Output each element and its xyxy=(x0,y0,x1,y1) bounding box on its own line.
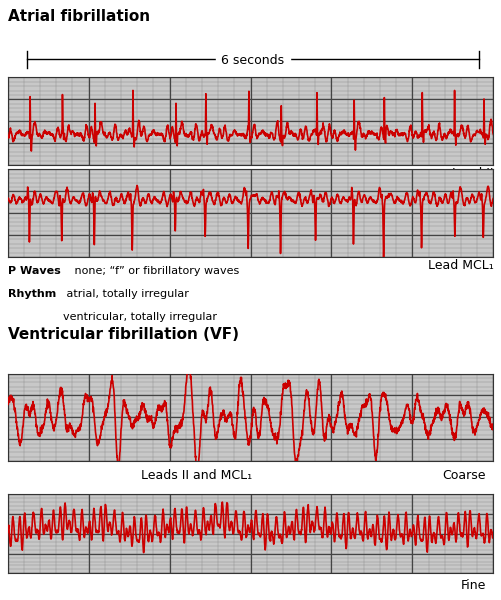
Text: Lead II: Lead II xyxy=(452,167,493,180)
Text: ventricular, totally irregular: ventricular, totally irregular xyxy=(64,311,217,322)
Text: none; “f” or fibrillatory waves: none; “f” or fibrillatory waves xyxy=(71,266,239,276)
Text: atrial, totally irregular: atrial, totally irregular xyxy=(64,289,189,299)
Text: Ventricular fibrillation (VF): Ventricular fibrillation (VF) xyxy=(8,327,238,342)
Text: Leads II and MCL₁: Leads II and MCL₁ xyxy=(141,469,253,482)
Text: Atrial fibrillation: Atrial fibrillation xyxy=(8,9,150,24)
Text: P Waves: P Waves xyxy=(8,266,60,276)
Text: Coarse: Coarse xyxy=(443,469,486,482)
Text: Fine: Fine xyxy=(461,578,486,592)
Text: 6 seconds: 6 seconds xyxy=(221,54,285,67)
Text: Lead MCL₁: Lead MCL₁ xyxy=(428,259,493,272)
Text: Rhythm: Rhythm xyxy=(8,289,56,299)
